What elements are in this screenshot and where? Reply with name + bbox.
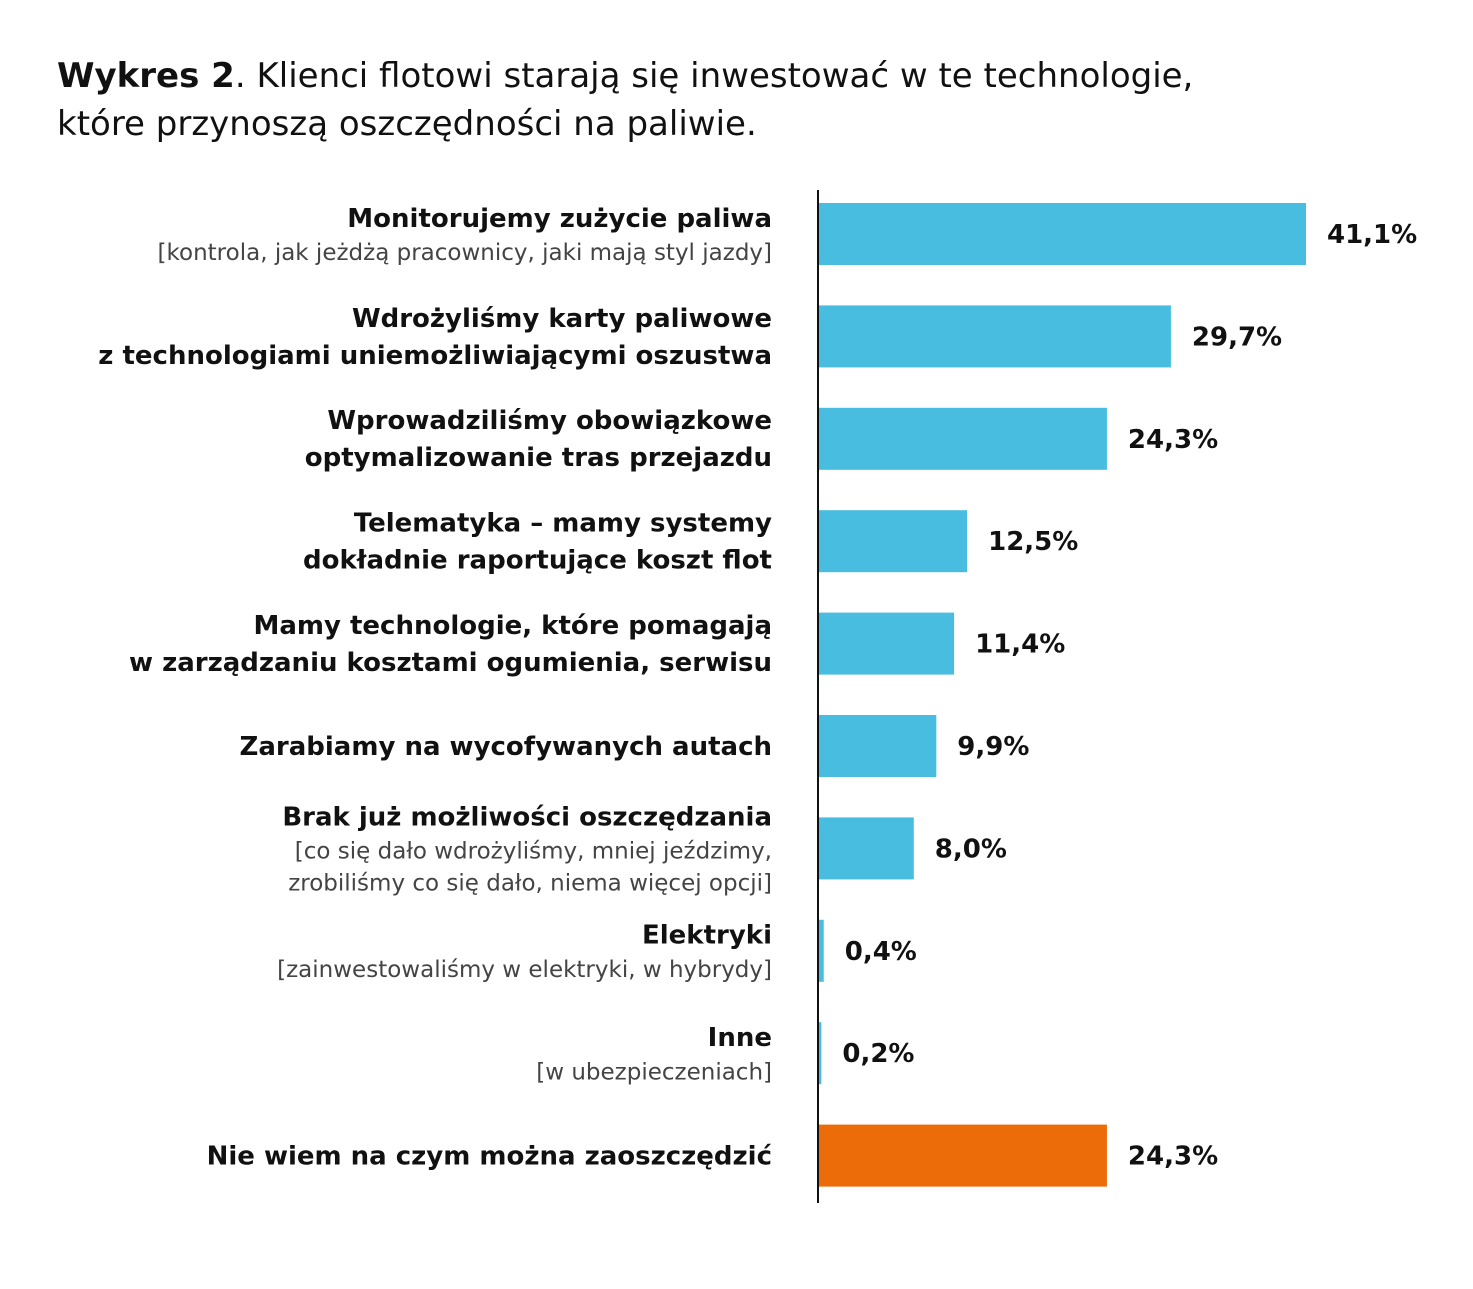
category-label-10-main-1: Nie wiem na czym można zaoszczędzić (207, 1141, 772, 1171)
bar-3 (819, 407, 1107, 470)
category-label-7-sub-1: [co się dało wdrożyliśmy, mniej jeździmy… (295, 839, 772, 865)
category-label-3-main-2: optymalizowanie tras przejazdu (305, 443, 772, 473)
chart-title-line1: . Klienci flotowi starają się inwestować… (234, 56, 1194, 96)
value-label-8: 0,4% (845, 937, 917, 967)
category-label-4-main-2: dokładnie raportujące koszt flot (303, 546, 772, 576)
category-label-6-main-1: Zarabiamy na wycofywanych autach (240, 732, 772, 762)
category-label-7-main-1: Brak już możliwości oszczędzania (282, 802, 772, 832)
category-label-3-main-1: Wprowadziliśmy obowiązkowe (327, 406, 772, 436)
bar-6 (819, 715, 937, 777)
bar-1 (819, 203, 1306, 265)
bar-7 (819, 817, 914, 880)
bar-9 (819, 1022, 822, 1085)
chart-title-prefix: Wykres 2 (57, 56, 235, 96)
category-label-8-sub-1: [zainwestowaliśmy w elektryki, w hybrydy… (277, 957, 772, 983)
category-label-1-main-1: Monitorujemy zużycie paliwa (347, 204, 772, 234)
category-label-2-main-1: Wdrożyliśmy karty paliwowe (352, 304, 772, 334)
bar-8 (819, 919, 824, 982)
category-label-9-sub-1: [w ubezpieczeniach] (536, 1059, 772, 1085)
value-label-10: 24,3% (1128, 1142, 1218, 1172)
bar-5 (819, 612, 955, 675)
value-label-4: 12,5% (988, 527, 1078, 557)
value-label-2: 29,7% (1192, 322, 1282, 352)
value-label-9: 0,2% (842, 1039, 914, 1069)
value-label-1: 41,1% (1327, 220, 1417, 250)
value-label-5: 11,4% (975, 630, 1065, 660)
bar-2 (819, 305, 1171, 368)
bar-10 (819, 1124, 1107, 1187)
chart-title: Wykres 2. Klienci flotowi starają się in… (57, 52, 1417, 148)
category-label-9-main-1: Inne (708, 1023, 772, 1053)
chart-title-line2: które przynoszą oszczędności na paliwie. (57, 104, 757, 144)
category-label-2-main-2: z technologiami uniemożliwiającymi oszus… (98, 341, 772, 371)
category-label-7-sub-2: zrobiliśmy co się dało, niema więcej opc… (288, 871, 772, 897)
value-label-3: 24,3% (1128, 425, 1218, 455)
value-label-7: 8,0% (935, 834, 1007, 864)
category-label-8-main-1: Elektryki (642, 921, 772, 951)
category-label-4-main-1: Telematyka – mamy systemy (354, 509, 772, 539)
value-label-6: 9,9% (957, 732, 1029, 762)
category-label-5-main-2: w zarządzaniu kosztami ogumienia, serwis… (129, 648, 772, 678)
category-label-1-sub-1: [kontrola, jak jeżdżą pracownicy, jaki m… (158, 240, 772, 266)
bar-4 (819, 510, 968, 573)
category-label-5-main-1: Mamy technologie, które pomagają (253, 611, 772, 641)
